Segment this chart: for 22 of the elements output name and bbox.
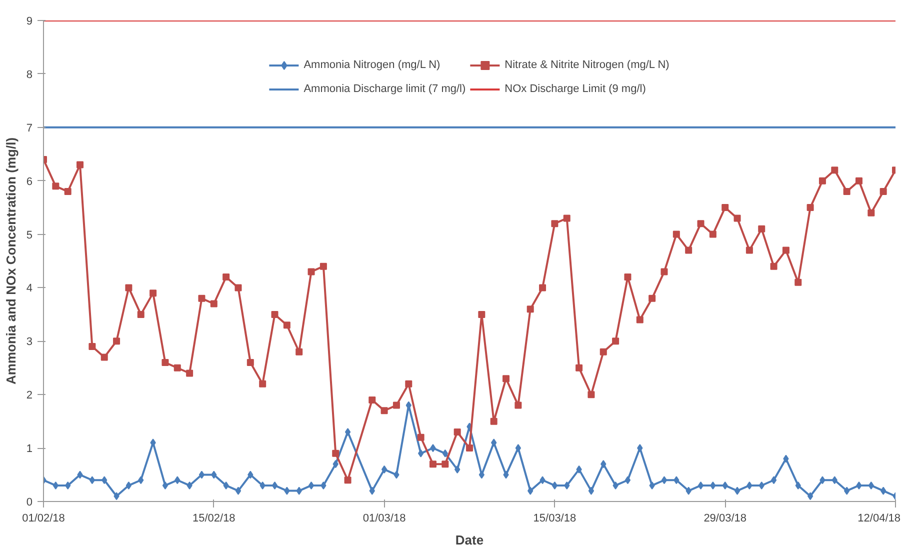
x-tick-label: 15/03/18 [533, 512, 576, 524]
y-tick-label: 8 [26, 68, 33, 81]
y-tick-label: 7 [26, 122, 33, 134]
x-tick-label: 29/03/18 [704, 512, 747, 524]
y-tick-label: 9 [26, 16, 33, 28]
y-tick-label: 3 [26, 336, 33, 348]
y-tick-label: 5 [26, 229, 33, 242]
x-tick-label: 01/02/18 [22, 512, 65, 524]
x-tick-label: 15/02/18 [192, 512, 236, 524]
legend-label: Ammonia Discharge limit (7 mg/l) [304, 83, 466, 95]
legend-label: Nitrate & Nitrite Nitrogen (mg/L N) [504, 59, 670, 71]
y-tick-label: 4 [26, 282, 33, 295]
y-tick-label: 6 [26, 176, 33, 188]
x-axis-title: Date [455, 532, 484, 548]
x-tick-label: 12/04/18 [858, 512, 901, 524]
x-tick-label: 01/03/18 [362, 512, 406, 524]
y-tick-label: 0 [26, 496, 33, 508]
y-axis-title: Ammonia and NOx Concentration (mg/l) [3, 137, 18, 385]
y-tick-label: 2 [26, 390, 33, 402]
legend-label: NOx Discharge Limit (9 mg/l) [504, 83, 646, 95]
y-tick-label: 1 [26, 443, 33, 456]
legend-label: Ammonia Nitrogen (mg/L N) [304, 59, 440, 71]
